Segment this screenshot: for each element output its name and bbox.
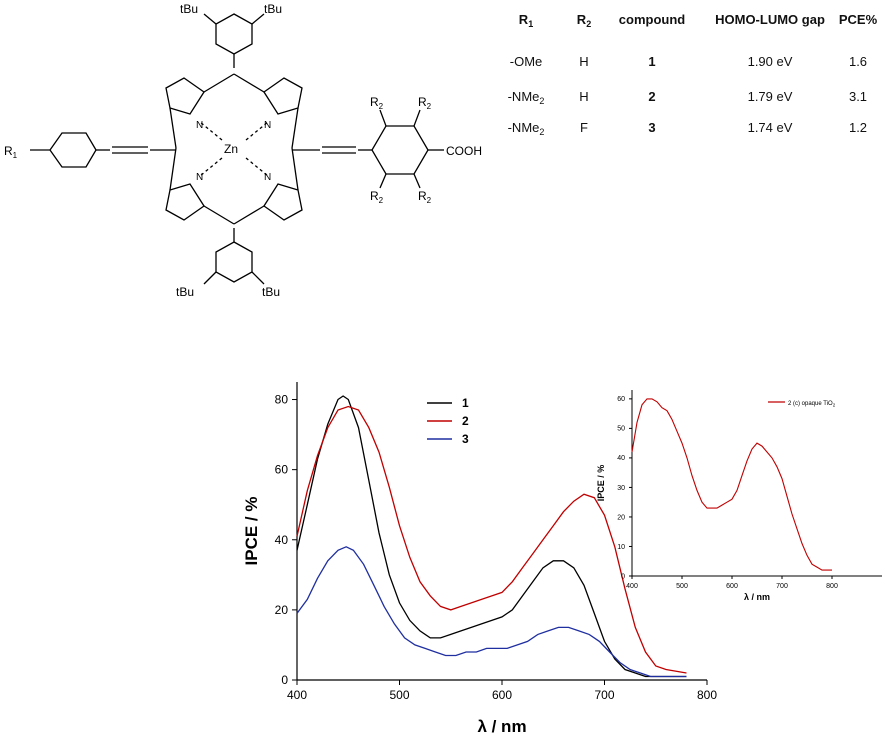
nitrogen-label: N [264,120,271,131]
x-tick-label: 600 [492,688,512,702]
svg-text:R1: R1 [4,144,18,160]
legend-label-1: 1 [462,396,469,410]
y-tick-label: 0 [621,573,625,580]
header-r2: R2 [576,12,592,29]
r1-label: R [4,144,13,158]
cell-compound: 1 [648,54,656,69]
zinc-label: Zn [224,142,238,156]
cell-pce: 1.6 [848,54,868,69]
svg-text:R2: R2 [418,189,432,205]
r2-label: R [418,189,427,203]
svg-text:R2: R2 [418,95,432,111]
cell-r1: -OMe [509,54,543,69]
r2-label: R [370,95,379,109]
y-axis-label: IPCE / % [242,497,261,566]
y-tick-label: 20 [617,514,625,521]
cell-pce: 3.1 [848,89,868,104]
ipce-inset-chart: 400 500 600 700 800 0 10 20 30 40 50 60 λ / nm IPCE /… [596,390,882,602]
x-axis-label: λ / nm [477,717,526,736]
r2-label: R [370,189,379,203]
cell-r2: F [580,120,588,135]
legend-label-2: 2 [462,414,469,428]
y-tick-label: 60 [275,463,289,477]
x-tick-label: 500 [389,688,409,702]
cell-r1: -NMe2 [507,89,545,106]
x-tick-label: 500 [676,583,688,590]
y-tick-label: 10 [617,544,625,551]
series-line-1 [631,398,832,571]
cell-pce: 1.2 [848,120,868,135]
x-tick-label: 400 [287,688,307,702]
compound-table: R1 R2 compound HOMO-LUMO gap PCE% -OMe H… [488,0,888,170]
y-tick-label: 20 [275,603,289,617]
y-tick-label: 40 [275,533,289,547]
legend-label-3: 3 [462,432,469,446]
tbu-label: tBu [180,2,198,16]
y-axis-label: IPCE / % [596,465,606,502]
cell-gap: 1.90 eV [747,54,793,69]
cooh-label: COOH [446,144,482,158]
y-tick-label: 80 [275,393,289,407]
x-tick-label: 800 [697,688,717,702]
x-tick-label: 700 [594,688,614,702]
header-gap: HOMO-LUMO gap [715,12,825,27]
tbu-label: tBu [262,285,280,299]
series-line-3 [296,546,687,678]
tbu-label: tBu [176,285,194,299]
y-tick-label: 50 [617,426,625,433]
r1-subscript: 1 [13,151,18,160]
cell-gap: 1.79 eV [747,89,793,104]
x-tick-label: 600 [726,583,738,590]
nitrogen-label: N [196,172,203,183]
y-tick-label: 0 [281,673,288,687]
svg-text:R2: R2 [370,189,384,205]
y-tick-label: 40 [617,455,625,462]
header-compound: compound [618,12,686,27]
porphyrin-structure: tBu tBu tBu tBu Zn N N N N R1 R2 R2 R2 R… [4,2,482,299]
cell-compound: 3 [648,120,656,135]
cell-r2: H [579,54,589,69]
x-tick-label: 800 [826,583,838,590]
tbu-label: tBu [264,2,282,16]
legend-label-inset: 2 (c) opaque TiO2 [788,401,836,408]
cell-compound: 2 [648,89,656,104]
nitrogen-label: N [264,172,271,183]
cell-r2: H [579,89,589,104]
y-tick-label: 30 [617,485,625,492]
y-tick-label: 60 [617,396,625,403]
svg-text:R2: R2 [370,95,384,111]
nitrogen-label: N [196,120,203,131]
cell-r1: -NMe2 [507,120,545,137]
x-tick-label: 700 [776,583,788,590]
header-pce: PCE% [838,12,878,27]
x-axis-label: λ / nm [744,592,770,602]
series-line-2 [296,405,687,674]
header-r1: R1 [518,12,534,29]
x-tick-label: 400 [626,583,638,590]
r2-label: R [418,95,427,109]
cell-gap: 1.74 eV [747,120,793,135]
